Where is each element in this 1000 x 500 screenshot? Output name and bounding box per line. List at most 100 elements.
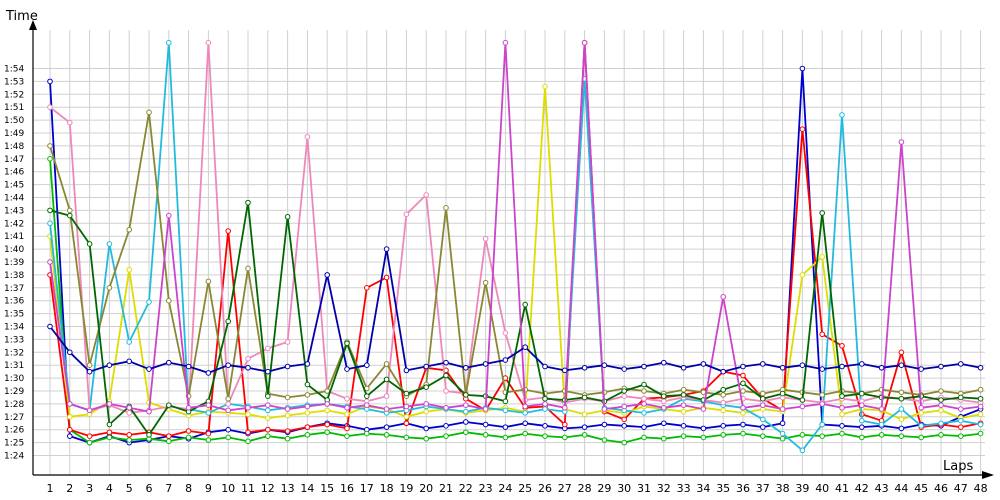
series-7-point <box>106 285 113 291</box>
x-tick-label: 33 <box>677 482 691 495</box>
series-7-point <box>47 143 53 149</box>
series-9-point <box>284 406 291 412</box>
series-2-point <box>205 437 212 443</box>
series-7-point <box>898 389 905 396</box>
series-7-point <box>760 390 766 397</box>
x-tick-label: 10 <box>221 482 235 495</box>
series-8-point <box>304 381 311 388</box>
series-9-point <box>482 406 489 412</box>
series-8-point <box>621 388 628 394</box>
series-10-point <box>403 367 410 374</box>
series-4-point <box>740 410 746 416</box>
series-10-point <box>67 349 73 356</box>
series-9-point <box>443 404 449 411</box>
x-tick-label: 37 <box>756 482 770 495</box>
series-10-point <box>126 358 132 365</box>
series-8-point <box>581 394 588 401</box>
series-4-point <box>245 411 251 418</box>
series-3-point <box>799 126 806 132</box>
series-line-10 <box>49 248 981 374</box>
series-6-point <box>482 235 489 242</box>
series-2-point <box>760 433 766 439</box>
series-8-point <box>245 199 251 206</box>
series-10-point <box>720 368 727 375</box>
series-6-point <box>641 395 647 402</box>
series-3-point <box>621 416 628 423</box>
series-10-point <box>918 366 925 372</box>
series-5-point <box>819 421 826 428</box>
x-tick-label: 19 <box>399 482 413 495</box>
series-8-point <box>898 395 905 402</box>
series-8-point <box>680 392 687 398</box>
series-9-point <box>839 404 845 411</box>
series-2-point <box>304 432 311 438</box>
series-8-point <box>403 390 410 397</box>
y-tick-label: 1:27 <box>4 413 24 423</box>
series-1-point <box>859 424 865 430</box>
series-7-point <box>245 265 251 272</box>
series-8-point <box>522 301 529 308</box>
series-10-point <box>641 363 647 370</box>
series-8-point <box>364 393 370 399</box>
series-1-point <box>700 425 707 432</box>
series-2-point <box>799 432 806 438</box>
x-tick-label: 21 <box>439 482 453 495</box>
series-6-point <box>47 104 53 110</box>
series-3-point <box>324 421 331 428</box>
series-1-point <box>463 419 469 425</box>
series-5-point <box>977 421 984 428</box>
series-9-point <box>918 404 925 411</box>
y-tick-label: 1:53 <box>4 77 24 87</box>
series-2-point <box>601 437 608 443</box>
x-tick-label: 5 <box>126 482 133 495</box>
y-tick-label: 1:38 <box>4 271 24 281</box>
x-tick-label: 26 <box>538 482 552 495</box>
series-6-point <box>661 398 667 405</box>
y-tick-label: 1:32 <box>4 348 24 358</box>
series-9-point <box>364 402 370 408</box>
series-10-point <box>146 366 152 372</box>
series-3-point <box>958 424 964 430</box>
series-3-point <box>67 426 73 433</box>
series-5-point <box>958 417 964 424</box>
series-2-point <box>700 434 707 441</box>
series-2-point <box>47 156 53 162</box>
x-tick-label: 14 <box>300 482 314 495</box>
x-tick-label: 27 <box>558 482 572 495</box>
series-7-point <box>166 297 172 304</box>
series-9-point <box>581 39 588 46</box>
series-2-point <box>977 430 984 437</box>
series-8-point <box>146 432 152 438</box>
series-3-point <box>284 428 291 434</box>
series-9-point <box>126 404 132 411</box>
series-5-point <box>146 299 152 305</box>
x-tick-label: 32 <box>657 482 671 495</box>
series-1-point <box>898 425 905 432</box>
x-tick-label: 4 <box>106 482 113 495</box>
series-3-point <box>166 433 172 439</box>
series-1-point <box>839 423 845 429</box>
series-1-point <box>740 421 746 428</box>
x-tick-label: 28 <box>578 482 592 495</box>
series-4-point <box>324 407 331 414</box>
series-8-point <box>799 397 806 403</box>
series-9-point <box>700 406 707 412</box>
y-tick-label: 1:47 <box>4 155 24 165</box>
series-3-point <box>839 343 845 349</box>
series-10-point <box>185 363 192 370</box>
x-tick-label: 23 <box>479 482 493 495</box>
series-6-point <box>621 393 628 399</box>
series-8-point <box>284 214 291 220</box>
series-2-point <box>958 433 964 439</box>
series-8-point <box>938 397 944 403</box>
series-5-point <box>463 408 469 415</box>
series-5-point <box>47 220 53 227</box>
series-8-point <box>819 210 826 216</box>
x-tick-label: 11 <box>241 482 255 495</box>
series-10-point <box>344 366 350 372</box>
series-7-point <box>86 362 93 369</box>
series-2-point <box>423 435 430 442</box>
series-3-point <box>344 425 350 432</box>
x-tick-label: 30 <box>617 482 631 495</box>
x-tick-label: 24 <box>498 482 512 495</box>
